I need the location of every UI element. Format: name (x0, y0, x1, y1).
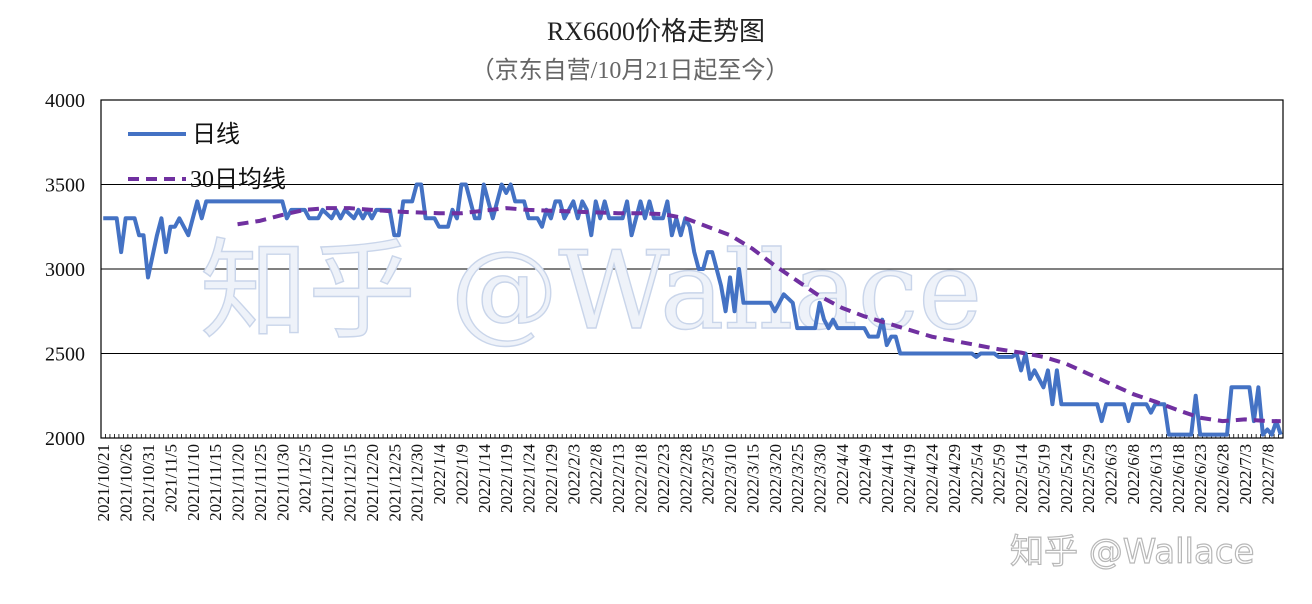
y-tick-label: 3000 (45, 259, 85, 281)
x-tick-label: 2022/3/15 (743, 444, 762, 513)
x-tick-label: 2022/4/4 (833, 444, 852, 505)
series-line-daily (103, 182, 1283, 437)
x-tick-label: 2022/5/14 (1012, 444, 1031, 513)
x-tick-label: 2022/2/18 (632, 444, 651, 513)
x-tick-label: 2022/3/30 (811, 444, 830, 513)
legend: 日线 30日均线 (128, 121, 286, 193)
x-tick-label: 2021/11/10 (184, 444, 203, 521)
y-tick-label: 4000 (45, 90, 85, 112)
x-tick-label: 2021/12/5 (296, 444, 315, 513)
x-tick-label: 2022/4/29 (945, 444, 964, 513)
y-tick-label: 3500 (45, 175, 85, 197)
chart-title: RX6600价格走势图 (547, 17, 765, 46)
y-axis-ticks: 2000 2500 3000 3500 4000 (45, 90, 85, 450)
x-tick-label: 2022/6/13 (1146, 444, 1165, 513)
x-tick-label: 2021/11/25 (251, 444, 270, 521)
x-tick-label: 2022/7/8 (1258, 444, 1277, 504)
x-tick-label: 2022/4/9 (855, 444, 874, 504)
x-tick-label: 2022/5/4 (967, 444, 986, 505)
chart-subtitle: （京东自营/10月21日起至今） (471, 57, 790, 84)
grid-lines (101, 184, 1283, 354)
x-tick-label: 2022/3/20 (766, 444, 785, 513)
corner-watermark: 知乎 @Wallace (1010, 532, 1254, 572)
x-tick-label: 2021/12/15 (340, 444, 359, 521)
x-tick-label: 2022/1/14 (475, 444, 494, 513)
legend-label-daily: 日线 (192, 121, 240, 148)
x-tick-label: 2022/6/28 (1214, 444, 1233, 513)
legend-label-ma30: 30日均线 (190, 166, 286, 193)
x-tick-label: 2022/2/8 (587, 444, 606, 504)
x-tick-label: 2022/4/19 (900, 444, 919, 513)
x-tick-label: 2021/11/15 (206, 444, 225, 521)
x-tick-label: 2022/2/13 (609, 444, 628, 513)
x-tick-label: 2022/1/4 (430, 444, 449, 505)
x-tick-label: 2021/10/26 (117, 444, 136, 521)
x-tick-label: 2021/12/25 (385, 444, 404, 521)
series-lines (103, 182, 1283, 437)
x-tick-label: 2022/3/5 (699, 444, 718, 504)
x-tick-label: 2021/11/5 (161, 444, 180, 512)
x-tick-label: 2022/3/10 (721, 444, 740, 513)
x-tick-label: 2021/12/20 (363, 444, 382, 521)
x-tick-label: 2021/10/31 (139, 444, 158, 521)
x-tick-label: 2022/2/28 (676, 444, 695, 513)
x-tick-label: 2022/1/24 (520, 444, 539, 513)
y-tick-label: 2500 (45, 344, 85, 366)
x-tick-label: 2022/5/9 (990, 444, 1009, 504)
x-tick-label: 2022/6/18 (1169, 444, 1188, 513)
x-tick-label: 2022/2/23 (654, 444, 673, 513)
x-tick-label: 2022/4/24 (923, 444, 942, 513)
x-tick-label: 2021/11/30 (273, 444, 292, 521)
x-tick-label: 2022/2/3 (564, 444, 583, 504)
x-tick-label: 2021/10/21 (94, 444, 113, 521)
x-tick-label: 2021/12/30 (408, 444, 427, 521)
x-axis-ticks: 2021/10/21 2021/10/26 2021/10/31 2021/11/5 2… (94, 434, 1284, 521)
x-tick-label: 2022/6/8 (1124, 444, 1143, 504)
x-tick-label: 2022/1/29 (542, 444, 561, 513)
x-tick-label: 2022/6/23 (1191, 444, 1210, 513)
x-tick-label: 2022/5/29 (1079, 444, 1098, 513)
x-tick-label: 2022/4/14 (878, 444, 897, 513)
x-tick-label: 2021/12/10 (318, 444, 337, 521)
x-tick-label: 2022/3/25 (788, 444, 807, 513)
x-tick-label: 2022/1/19 (497, 444, 516, 513)
watermark-text: 知乎 @Wallace (200, 229, 982, 354)
x-tick-label: 2022/7/3 (1236, 444, 1255, 504)
x-tick-label: 2022/1/9 (452, 444, 471, 504)
x-tick-label: 2022/6/3 (1102, 444, 1121, 504)
y-tick-label: 2000 (45, 428, 85, 450)
x-tick-label: 2022/5/24 (1057, 444, 1076, 513)
x-tick-label: 2021/11/20 (229, 444, 248, 521)
x-tick-label: 2022/5/19 (1034, 444, 1053, 513)
plot-area-border (100, 99, 1284, 439)
